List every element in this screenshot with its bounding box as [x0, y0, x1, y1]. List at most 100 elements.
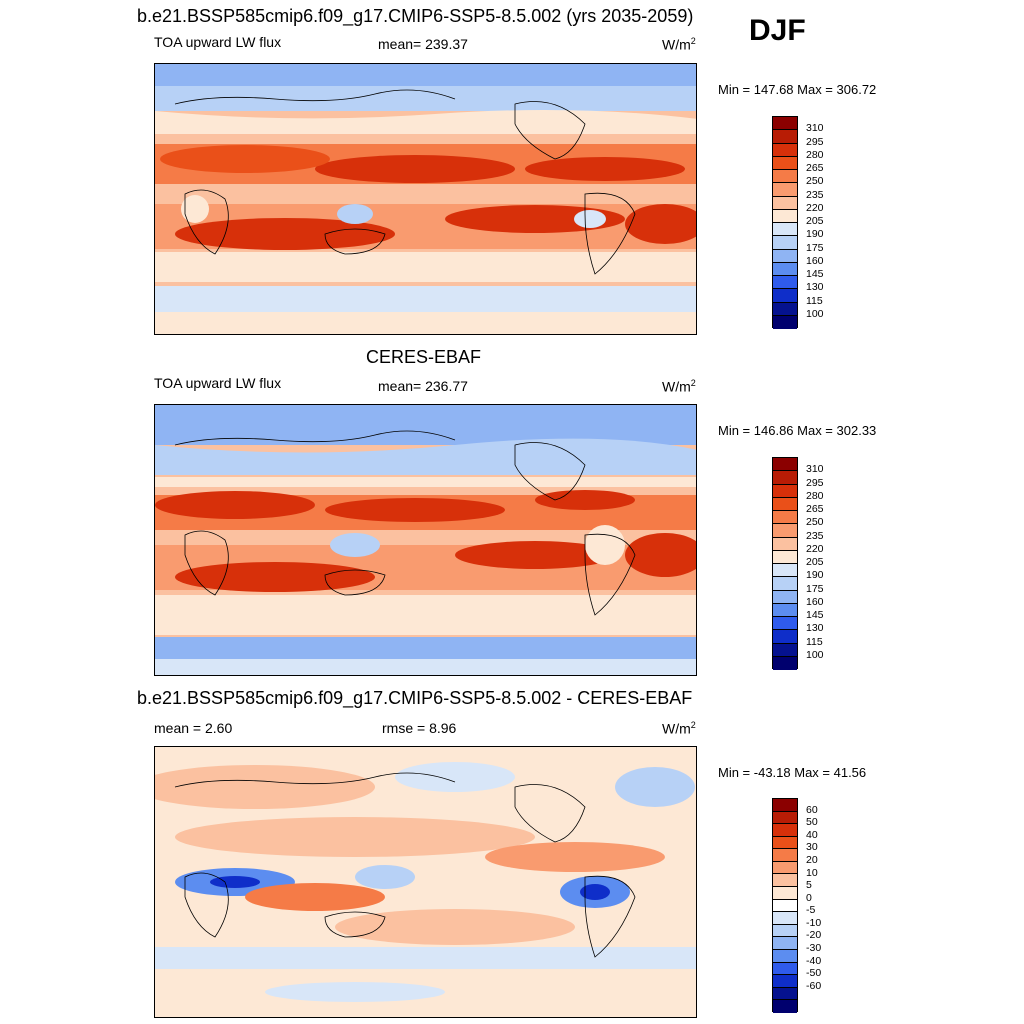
colorbar-segment [773, 937, 797, 950]
colorbar-tick-label: 30 [806, 841, 818, 854]
colorbar-tick-label: 145 [806, 609, 824, 621]
colorbar-tick-label: 100 [806, 307, 824, 320]
colorbar-tick-label: 0 [806, 891, 812, 904]
colorbar-tick-label: 190 [806, 228, 824, 241]
colorbar-segment [773, 975, 797, 988]
colorbar-segment [773, 249, 797, 263]
colorbar-tick-label: 160 [806, 595, 824, 608]
colorbar-segment [773, 550, 797, 564]
colorbar-tick-label: -5 [806, 904, 816, 917]
colorbar-segment [773, 656, 797, 670]
colorbar-segment [773, 949, 797, 963]
colorbar-tick-label: 265 [806, 162, 824, 174]
colorbar-segment [773, 183, 797, 197]
colorbar-segment [773, 643, 797, 657]
colorbar-segment [773, 223, 797, 237]
colorbar-segment [773, 302, 797, 316]
colorbar-segment [773, 289, 797, 303]
panel1-variable-label: TOA upward LW flux [154, 34, 282, 50]
colorbar-segment [773, 824, 797, 837]
colorbar-tick-label: 115 [806, 294, 823, 307]
colorbar-tick-label: 100 [806, 648, 824, 661]
colorbar-tick-label: 130 [806, 281, 824, 294]
panel2-units: W/m2 [662, 378, 696, 395]
colorbar-segment [773, 143, 797, 157]
colorbar-tick-label: -40 [806, 954, 822, 967]
season-label: DJF [749, 14, 806, 47]
colorbar-tick-label: 295 [806, 135, 824, 148]
colorbar-tick-label: 190 [806, 569, 824, 582]
colorbar-segment [773, 276, 797, 290]
colorbar-segment [773, 987, 797, 1001]
panel3-mean: mean = 2.60 [154, 720, 233, 736]
colorbar-tick-label: 115 [806, 635, 823, 648]
colorbar-tick-label: 220 [806, 542, 824, 555]
colorbar-segment [773, 962, 797, 976]
colorbar-segment [773, 511, 797, 525]
panel3-rmse: rmse = 8.96 [382, 720, 457, 736]
colorbar-segment [773, 799, 797, 812]
colorbar-tick-label: 145 [806, 268, 824, 280]
colorbar-tick-label: 20 [806, 853, 818, 866]
colorbar-tick-label: -50 [806, 967, 822, 980]
panel3-map [154, 746, 697, 1018]
colorbar-segment [773, 564, 797, 578]
colorbar-segment [773, 924, 797, 938]
panel3-minmax: Min = -43.18 Max = 41.56 [718, 765, 867, 780]
colorbar-segment [773, 1000, 797, 1013]
colorbar-segment [773, 117, 797, 131]
colorbar-tick-label: 130 [806, 622, 824, 635]
colorbar-segment [773, 912, 797, 925]
colorbar-segment [773, 861, 797, 875]
colorbar-segment [773, 537, 797, 551]
colorbar-segment [773, 497, 797, 511]
colorbar-tick-label: 310 [806, 463, 824, 476]
colorbar-segment [773, 170, 797, 184]
colorbar-tick-label: 160 [806, 254, 824, 267]
panel3-units: W/m2 [662, 720, 696, 737]
colorbar-tick-label: 235 [806, 188, 824, 201]
colorbar-segment [773, 849, 797, 862]
colorbar-tick-label: 250 [806, 175, 824, 188]
colorbar-tick-label: 220 [806, 201, 824, 214]
colorbar-tick-label: 310 [806, 122, 824, 135]
colorbar-segment [773, 874, 797, 888]
panel2-variable-label: TOA upward LW flux [154, 375, 282, 391]
colorbar-segment [773, 262, 797, 276]
colorbar-segment [773, 836, 797, 850]
colorbar-tick-label: 235 [806, 529, 824, 542]
colorbar-tick-label: 280 [806, 489, 824, 502]
panel1-units: W/m2 [662, 36, 696, 53]
colorbar-segment [773, 630, 797, 644]
colorbar-segment [773, 524, 797, 538]
panel2-title: CERES-EBAF [366, 347, 482, 367]
colorbar-tick-label: 40 [806, 828, 818, 841]
colorbar-tick-label: 205 [806, 556, 824, 568]
colorbar-tick-label: 175 [806, 241, 824, 254]
colorbar-segment [773, 887, 797, 900]
colorbar-segment [773, 130, 797, 144]
colorbar-segment [773, 236, 797, 250]
panel3-title: b.e21.BSSP585cmip6.f09_g17.CMIP6-SSP5-8.… [137, 688, 693, 708]
colorbar-segment [773, 603, 797, 617]
colorbar-segment [773, 577, 797, 591]
panel2-minmax: Min = 146.86 Max = 302.33 [718, 423, 877, 438]
colorbar-segment [773, 209, 797, 223]
colorbar-segment [773, 315, 797, 329]
colorbar-tick-label: 250 [806, 516, 824, 529]
colorbar-segment [773, 899, 797, 913]
panel1-colorbar [772, 116, 798, 329]
panel1-minmax: Min = 147.68 Max = 306.72 [718, 82, 877, 97]
colorbar-tick-label: 205 [806, 215, 824, 227]
colorbar-segment [773, 617, 797, 631]
colorbar-segment [773, 471, 797, 485]
colorbar-tick-label: -60 [806, 979, 822, 992]
colorbar-tick-label: 5 [806, 879, 812, 892]
panel2-map [154, 404, 697, 676]
colorbar-tick-label: 295 [806, 476, 824, 489]
colorbar-tick-label: -10 [806, 916, 822, 929]
colorbar-tick-label: 175 [806, 582, 824, 595]
panel1-title: b.e21.BSSP585cmip6.f09_g17.CMIP6-SSP5-8.… [137, 6, 694, 26]
colorbar-tick-label: 280 [806, 148, 824, 161]
colorbar-tick-label: -20 [806, 929, 822, 942]
